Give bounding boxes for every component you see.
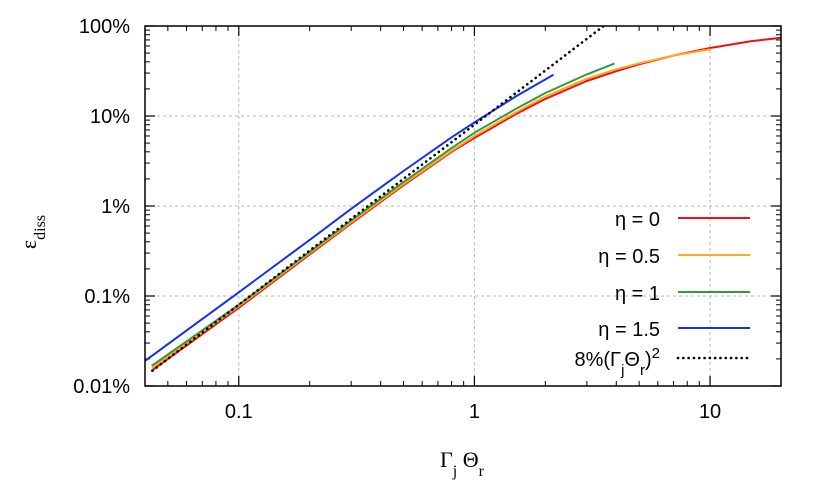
x-tick-label: 1 [469,401,480,423]
legend-label-eta-1: η = 1 [615,283,660,305]
grid-lines [145,26,781,386]
legend-label-fit: 8%(ΓjΘr)2 [574,345,660,379]
legend-label-eta-0-5: η = 0.5 [598,246,660,268]
series-line-1-2 [151,62,615,367]
legend-label-eta-0: η = 0 [615,209,660,231]
y-axis-title-sub: diss [32,215,49,240]
y-tick-label: 1% [101,196,130,218]
legend-fit-pre: 8%(Γ [574,349,621,371]
x-tick-label: 0.1 [225,401,253,423]
x-axis-title-main: Γ [440,447,453,472]
plot-frame [144,25,782,387]
series-line-1-5-3 [145,74,554,362]
x-tick-label: 10 [699,401,721,423]
x-axis-title-sub1: j [452,463,457,480]
x-axis-title-mid: Θ [457,447,478,472]
x-tick-labels: 0.1 1 10 [225,401,721,423]
legend-fit-sup: 2 [652,345,660,362]
y-axis-title: εdiss [16,215,49,249]
y-tick-labels: 0.01% 0.1% 1% 10% 100% [73,16,130,398]
legend-label-eta-1-5: η = 1.5 [598,319,660,341]
legend-fit-post: ) [645,349,652,371]
y-tick-label: 0.01% [73,376,130,398]
y-tick-label: 10% [90,106,130,128]
series-line-0-0 [151,36,781,372]
legend-fit-sub2: r [640,362,645,379]
y-tick-label: 0.1% [84,286,130,308]
axis-ticks [145,25,781,387]
legend-swatches [676,217,752,360]
x-axis-title: Γj Θr [440,447,485,480]
y-axis-title-main: ε [16,240,41,249]
series-lines [145,26,781,373]
series-line-0-5-1 [151,48,712,369]
x-axis-title-sub2: r [479,463,485,480]
y-tick-label: 100% [79,16,130,38]
legend-fit-mid: Θ [624,349,640,371]
series-line-8-j-r-4 [151,26,606,373]
legend-fit-sub1: j [620,362,624,379]
legend: η = 0 η = 0.5 η = 1 η = 1.5 8%(ΓjΘr)2 [574,209,752,379]
